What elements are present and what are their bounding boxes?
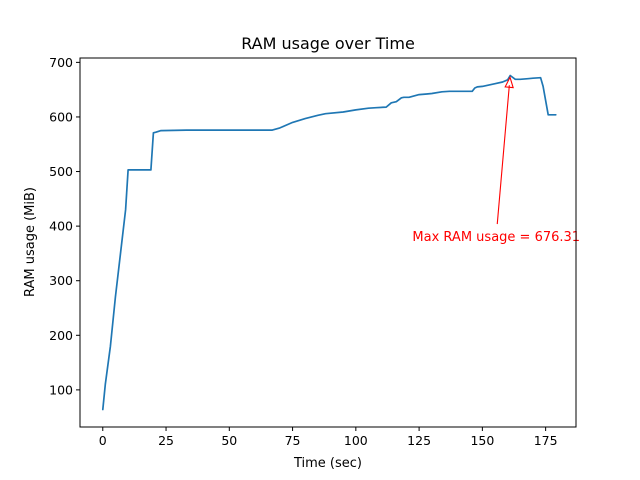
max-ram-annotation-arrowhead — [504, 75, 514, 89]
x-tick-label: 125 — [407, 433, 431, 448]
x-tick-label: 175 — [534, 433, 558, 448]
y-tick-label: 700 — [49, 55, 73, 70]
y-axis: 100 200 300 400 500 600 700 — [49, 55, 80, 397]
x-axis: 0 25 50 75 100 125 150 175 — [99, 427, 558, 448]
y-tick-label: 200 — [49, 328, 73, 343]
annotation-layer: Max RAM usage = 676.31 — [412, 75, 580, 245]
y-axis-label: RAM usage (MiB) — [23, 187, 38, 297]
plot-frame — [79, 57, 577, 428]
x-tick-label: 25 — [158, 433, 174, 448]
y-tick-label: 500 — [49, 164, 73, 179]
x-tick-label: 0 — [99, 433, 107, 448]
y-tick-label: 400 — [49, 219, 73, 234]
chart-title: RAM usage over Time — [241, 34, 415, 53]
max-ram-annotation-label: Max RAM usage = 676.31 — [412, 230, 580, 245]
x-tick-label: 150 — [470, 433, 494, 448]
x-tick-label: 50 — [221, 433, 237, 448]
x-tick-label: 75 — [285, 433, 301, 448]
ram-usage-line — [101, 74, 557, 411]
y-tick-label: 300 — [49, 273, 73, 288]
x-tick-label: 100 — [344, 433, 368, 448]
y-tick-label: 600 — [49, 109, 73, 124]
y-tick-label: 100 — [49, 382, 73, 397]
series-layer — [101, 74, 557, 411]
x-axis-label: Time (sec) — [293, 456, 362, 471]
max-ram-annotation-arrow — [496, 85, 510, 225]
